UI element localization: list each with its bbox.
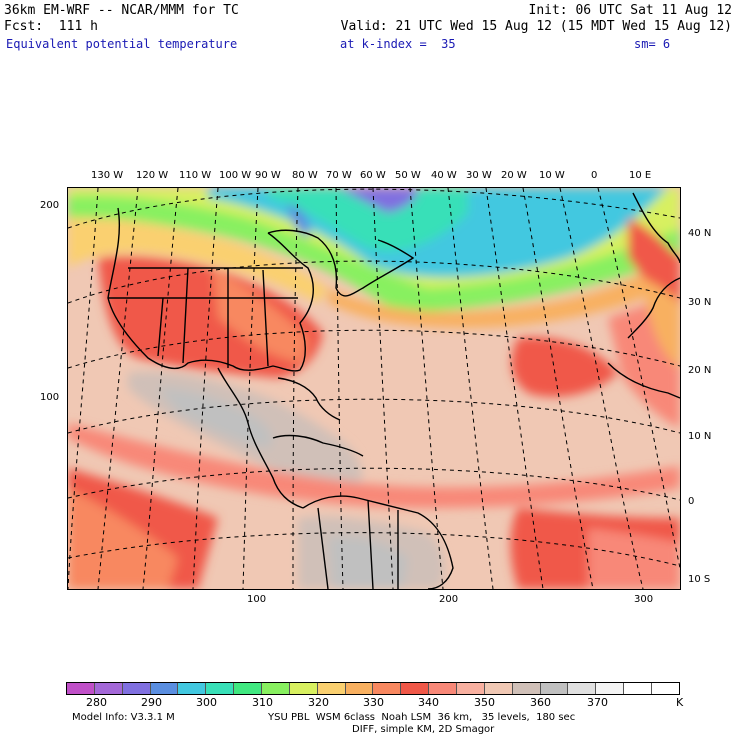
colorbar-swatch [652, 683, 679, 694]
longitude-label: 120 W [136, 170, 169, 181]
init-time: Init: 06 UTC Sat 11 Aug 12 [528, 3, 733, 18]
latitude-label: 10 N [688, 431, 712, 442]
smoothing-label: sm= 6 [634, 37, 671, 51]
colorbar-swatch [206, 683, 235, 694]
latitude-label: 30 N [688, 297, 712, 308]
longitude-label: 30 W [466, 170, 492, 181]
colorbar-label: K [676, 696, 684, 709]
colorbar-swatch [67, 683, 95, 694]
colorbar-swatch [122, 683, 151, 694]
coastlines [107, 192, 680, 589]
colorbar-swatch [178, 683, 207, 694]
longitude-label: 10 E [629, 170, 652, 181]
grid-y-label: 200 [40, 200, 60, 211]
colorbar-swatch [484, 683, 513, 694]
longitude-label: 60 W [360, 170, 386, 181]
colorbar-swatch [94, 683, 123, 694]
colorbar-swatch [401, 683, 430, 694]
colorbar-swatch [596, 683, 625, 694]
colorbar [66, 682, 680, 695]
longitude-label: 40 W [431, 170, 457, 181]
model-info-diffusion: DIFF, simple KM, 2D Smagor [352, 724, 495, 735]
colorbar-label: 360 [530, 696, 551, 709]
grid-y-label: 100 [40, 392, 60, 403]
longitude-label: 20 W [501, 170, 527, 181]
field-name: Equivalent potential temperature [6, 37, 238, 51]
valid-time: Valid: 21 UTC Wed 15 Aug 12 (15 MDT Wed … [340, 19, 732, 34]
longitude-label: 110 W [179, 170, 212, 181]
colorbar-swatch [262, 683, 290, 694]
theta-e-map [67, 187, 681, 590]
grid-x-label: 300 [634, 594, 654, 605]
colorbar-swatch [540, 683, 569, 694]
graticule [68, 188, 680, 589]
colorbar-label: 310 [252, 696, 273, 709]
latitude-label: 10 S [688, 574, 711, 585]
colorbar-swatch [317, 683, 346, 694]
colorbar-swatch [150, 683, 179, 694]
colorbar-label: 280 [86, 696, 107, 709]
latitude-label: 0 [688, 496, 695, 507]
grid-x-label: 100 [247, 594, 267, 605]
longitude-label: 10 W [539, 170, 565, 181]
map-graphic [68, 188, 680, 589]
colorbar-label: 370 [587, 696, 608, 709]
colorbar-swatch [234, 683, 263, 694]
grid-x-label: 200 [439, 594, 459, 605]
colorbar-swatch [429, 683, 458, 694]
colorbar-label: 330 [363, 696, 384, 709]
longitude-label: 100 W [219, 170, 252, 181]
colorbar-label: 300 [196, 696, 217, 709]
forecast-hour: Fcst: 111 h [4, 19, 98, 34]
colorbar-swatch [512, 683, 541, 694]
longitude-label: 0 [591, 170, 598, 181]
longitude-label: 70 W [326, 170, 352, 181]
longitude-label: 50 W [395, 170, 421, 181]
longitude-label: 80 W [292, 170, 318, 181]
colorbar-label: 290 [141, 696, 162, 709]
colorbar-swatch [568, 683, 597, 694]
colorbar-label: 350 [474, 696, 495, 709]
model-info-version: Model Info: V3.3.1 M [72, 712, 175, 723]
level-label: at k-index = 35 [340, 37, 456, 51]
run-title: 36km EM-WRF -- NCAR/MMM for TC [4, 3, 239, 18]
longitude-label: 130 W [91, 170, 124, 181]
latitude-label: 40 N [688, 228, 712, 239]
colorbar-label: 340 [418, 696, 439, 709]
colorbar-swatch [289, 683, 318, 694]
model-info-physics: YSU PBL WSM 6class Noah LSM 36 km, 35 le… [268, 712, 576, 723]
colorbar-swatch [457, 683, 485, 694]
colorbar-swatch [624, 683, 653, 694]
colorbar-label: 320 [308, 696, 329, 709]
colorbar-swatch [373, 683, 402, 694]
longitude-label: 90 W [255, 170, 281, 181]
latitude-label: 20 N [688, 365, 712, 376]
colorbar-swatch [345, 683, 374, 694]
